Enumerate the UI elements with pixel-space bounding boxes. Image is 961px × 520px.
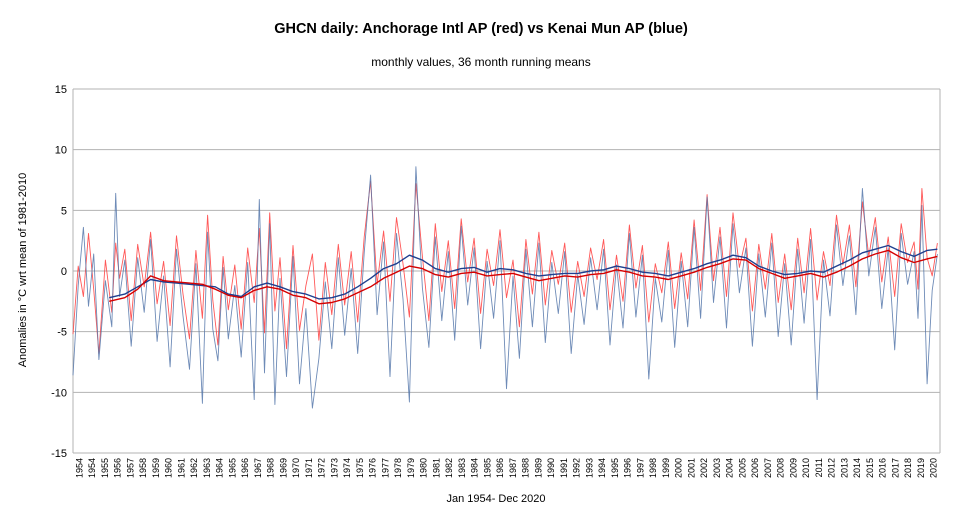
kenai-monthly-line [72,166,938,409]
x-tick-label: 1958 [138,458,148,478]
x-tick-label: 1968 [266,458,276,478]
x-tick-label: 1983 [457,458,467,478]
x-tick-label: 1963 [202,458,212,478]
x-tick-label: 1982 [444,458,454,478]
x-tick-label: 1962 [189,458,199,478]
grid [72,88,941,454]
x-axis-label: Jan 1954- Dec 2020 [446,493,545,505]
x-tick-label: 1976 [368,458,378,478]
x-tick-label: 1980 [419,458,429,478]
x-tick-label: 2001 [686,458,696,478]
chart-subtitle: monthly values, 36 month running means [371,55,590,69]
x-tick-label: 1984 [470,458,480,478]
x-tick-label: 1970 [291,458,301,478]
x-tick-label: 1955 [100,458,110,478]
x-tick-label: 2013 [839,458,849,478]
x-tick-label: 2019 [916,458,926,478]
x-tick-label: 1985 [482,458,492,478]
x-tick-label: 2009 [788,458,798,478]
y-tick-label: -15 [51,448,67,460]
x-tick-label: 1994 [597,458,607,478]
x-tick-label: 1969 [278,458,288,478]
x-tick-label: 1995 [610,458,620,478]
x-tick-label: 1967 [253,458,263,478]
y-tick-label: 15 [55,84,67,96]
x-tick-label: 1961 [176,458,186,478]
y-axis-label: Anomalies in °C wrt mean of 1981-2010 [17,173,29,368]
x-tick-label: 1998 [648,458,658,478]
x-tick-label: 2005 [737,458,747,478]
x-axis-ticks: 1954 1954 1955 1956 1957 1958 1959 1960 1961 1962… [74,458,938,478]
x-tick-label: 1977 [380,458,390,478]
x-tick-label: 1965 [227,458,237,478]
x-tick-label: 1988 [521,458,531,478]
chart-title: GHCN daily: Anchorage Intl AP (red) vs K… [274,21,688,37]
y-tick-label: 0 [61,266,67,278]
x-tick-label: 1966 [240,458,250,478]
y-tick-label: -10 [51,387,67,399]
x-tick-label: 2011 [814,458,824,477]
y-tick-label: -5 [57,327,67,339]
x-tick-label: 1972 [317,458,327,478]
x-tick-label: 1959 [151,458,161,478]
x-tick-label: 1971 [304,458,314,478]
x-tick-label: 2004 [725,458,735,478]
x-tick-label: 2020 [929,458,939,478]
x-tick-label: 2003 [712,458,722,478]
x-tick-label: 1992 [572,458,582,478]
anchorage-monthly-line [72,180,938,354]
x-tick-label: 1986 [495,458,505,478]
x-tick-label: 2008 [776,458,786,478]
x-tick-label: 1978 [393,458,403,478]
x-tick-label: 2010 [801,458,811,478]
x-tick-label: 1954 [74,458,84,478]
x-tick-label: 1989 [533,458,543,478]
x-tick-label: 1987 [508,458,518,478]
x-tick-label: 2006 [750,458,760,478]
x-tick-label: 1997 [635,458,645,478]
x-tick-label: 1956 [113,458,123,478]
kenai-running-mean-line [109,244,938,300]
x-tick-label: 1973 [329,458,339,478]
x-tick-label: 2018 [903,458,913,478]
series-group [72,166,938,409]
x-tick-label: 1975 [355,458,365,478]
y-tick-label: 10 [55,145,67,157]
x-tick-label: 2002 [699,458,709,478]
x-tick-label: 2012 [827,458,837,478]
x-tick-label: 1974 [342,458,352,478]
x-tick-label: 2014 [852,458,862,478]
x-tick-label: 2017 [890,458,900,478]
anchorage-running-mean-line [109,249,938,305]
x-tick-label: 1954 [87,458,97,478]
x-tick-label: 1964 [215,458,225,478]
x-tick-label: 1960 [164,458,174,478]
y-axis-ticks: -15 -10 -5 0 5 10 15 [51,84,67,460]
x-tick-label: 1991 [559,458,569,478]
x-tick-label: 1981 [431,458,441,478]
x-tick-label: 2000 [674,458,684,478]
y-tick-label: 5 [61,205,67,217]
x-tick-label: 2007 [763,458,773,478]
x-tick-label: 1999 [661,458,671,478]
x-tick-label: 2015 [865,458,875,478]
x-tick-label: 1996 [623,458,633,478]
x-tick-label: 2016 [878,458,888,478]
x-tick-label: 1979 [406,458,416,478]
x-tick-label: 1957 [125,458,135,478]
x-tick-label: 1990 [546,458,556,478]
x-tick-label: 1993 [584,458,594,478]
